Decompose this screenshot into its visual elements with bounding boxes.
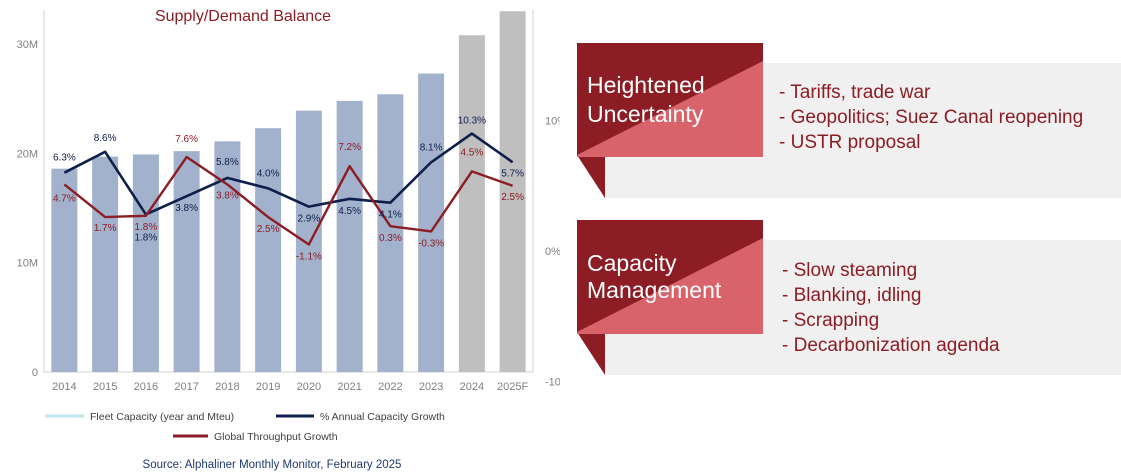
- throughput-growth-label: 1.7%: [94, 223, 117, 234]
- right-axis-tick-label: 10%: [545, 116, 560, 128]
- x-axis-tick-label: 2024: [460, 381, 484, 393]
- left-axis-tick-label: 20M: [17, 148, 38, 160]
- panel-heightened-uncertainty: Heightened Uncertainty - Tariffs, trade …: [577, 43, 1121, 198]
- right-axis-tick-label: 0%: [545, 246, 560, 258]
- capacity-growth-label: 8.6%: [94, 133, 117, 144]
- fleet-capacity-bar: [418, 73, 445, 373]
- panel-capacity-management: Capacity Management - Slow steaming - Bl…: [577, 220, 1121, 375]
- throughput-growth-label: -0.3%: [418, 238, 444, 249]
- throughput-growth-label: 7.6%: [175, 134, 198, 145]
- x-axis-tick-label: 2014: [52, 381, 76, 393]
- fleet-capacity-bar: [51, 168, 78, 372]
- capacity-growth-label: 5.8%: [216, 157, 239, 168]
- x-axis-tick-label: 2017: [174, 381, 198, 393]
- x-axis-tick-label: 2016: [134, 381, 158, 393]
- capacity-growth-label: 2.9%: [297, 214, 320, 225]
- throughput-growth-label: 4.7%: [53, 193, 76, 204]
- chart-bars: [51, 11, 526, 373]
- panel-bullet: - Slow steaming: [782, 260, 918, 281]
- throughput-growth-label: 1.8%: [134, 222, 157, 233]
- fleet-capacity-bar: [295, 110, 322, 373]
- x-axis-tick-label: 2021: [337, 381, 361, 393]
- capacity-growth-label: 8.1%: [420, 142, 443, 153]
- panel-title-line-2: Management: [587, 277, 722, 303]
- x-axis-tick-label: 2015: [93, 381, 117, 393]
- panel-header: Heightened Uncertainty: [577, 43, 763, 157]
- x-axis-tick-label: 2022: [378, 381, 402, 393]
- capacity-growth-label: 5.7%: [501, 168, 524, 179]
- throughput-growth-label: 7.2%: [338, 142, 361, 153]
- panel-bullet-list: - Tariffs, trade war - Geopolitics; Suez…: [779, 80, 1083, 155]
- legend-label: % Annual Capacity Growth: [320, 411, 445, 423]
- panel-bullet-list: - Slow steaming - Blanking, idling - Scr…: [782, 258, 1000, 358]
- throughput-growth-label: 2.5%: [501, 192, 524, 203]
- capacity-growth-label: 10.3%: [458, 116, 486, 127]
- fleet-capacity-bar: [214, 141, 241, 372]
- throughput-growth-label: 3.8%: [216, 190, 239, 201]
- fleet-capacity-bar: [499, 11, 526, 372]
- fleet-capacity-bar: [377, 94, 404, 372]
- x-axis-tick-label: 2019: [256, 381, 280, 393]
- legend-label: Fleet Capacity (year and Mteu): [90, 411, 234, 423]
- throughput-growth-label: -1.1%: [296, 251, 322, 262]
- fleet-capacity-bar: [92, 156, 119, 372]
- throughput-growth-label: 0.3%: [379, 233, 402, 244]
- panel-bullet: - Tariffs, trade war: [779, 82, 931, 103]
- capacity-growth-label: 6.3%: [53, 153, 76, 164]
- panel-bullet: - Decarbonization agenda: [782, 335, 1000, 356]
- panel-title-line-2: Uncertainty: [587, 101, 704, 127]
- panel-bullet: - Geopolitics; Suez Canal reopening: [779, 107, 1084, 128]
- panel-bullet: - USTR proposal: [779, 132, 921, 153]
- throughput-growth-label: 4.5%: [460, 147, 483, 158]
- right-axis-tick-label: -10%: [545, 377, 560, 389]
- chart-data-labels: 6.3% 8.6% 1.8% 3.8% 5.8% 4.0% 2.9% 4.5% 4.1% 8.1%…: [53, 116, 524, 263]
- supply-demand-chart: Supply/Demand Balance 0 10M 20M 30M -10% 0% 10…: [17, 8, 560, 471]
- fleet-capacity-bar: [132, 154, 159, 372]
- panel-bullet: - Scrapping: [782, 310, 880, 331]
- chart-title: Supply/Demand Balance: [155, 8, 331, 25]
- capacity-growth-label: 4.1%: [379, 210, 402, 221]
- legend-label: Global Throughput Growth: [214, 431, 338, 443]
- throughput-growth-label: 2.5%: [257, 224, 280, 235]
- fleet-capacity-bar: [173, 151, 200, 372]
- panel-header: Capacity Management: [577, 220, 763, 334]
- x-axis-tick-label: 2023: [419, 381, 443, 393]
- left-axis-tick-label: 0: [32, 367, 38, 379]
- panel-fold-triangle: [577, 332, 605, 375]
- source-note: Source: Alphaliner Monthly Monitor, Febr…: [143, 459, 402, 471]
- capacity-growth-label: 4.0%: [257, 168, 280, 179]
- fleet-capacity-bar: [336, 100, 363, 372]
- x-axis-tick-label: 2020: [297, 381, 321, 393]
- chart-lines: [63, 132, 514, 246]
- fleet-capacity-bar: [458, 35, 485, 373]
- capacity-growth-label: 3.8%: [175, 203, 198, 214]
- chart-legend: Fleet Capacity (year and Mteu) % Annual C…: [45, 411, 445, 443]
- x-axis-tick-label: 2018: [215, 381, 239, 393]
- left-axis-tick-label: 30M: [17, 39, 38, 51]
- panel-fold-triangle: [577, 155, 605, 198]
- throughput-growth-line: [63, 155, 514, 246]
- x-axis-tick-label: 2025F: [497, 381, 528, 393]
- fleet-capacity-bar: [255, 128, 282, 372]
- panel-title-line-1: Heightened: [587, 72, 705, 98]
- left-axis-tick-label: 10M: [17, 258, 38, 270]
- panel-bullet: - Blanking, idling: [782, 285, 922, 306]
- capacity-growth-line: [63, 132, 514, 216]
- chart-axes: 0 10M 20M 30M -10% 0% 10% 2014 2015 2016 2017 2018 2…: [17, 10, 560, 393]
- panel-title-line-1: Capacity: [587, 250, 677, 276]
- capacity-growth-label: 1.8%: [134, 232, 157, 243]
- capacity-growth-label: 4.5%: [338, 206, 361, 217]
